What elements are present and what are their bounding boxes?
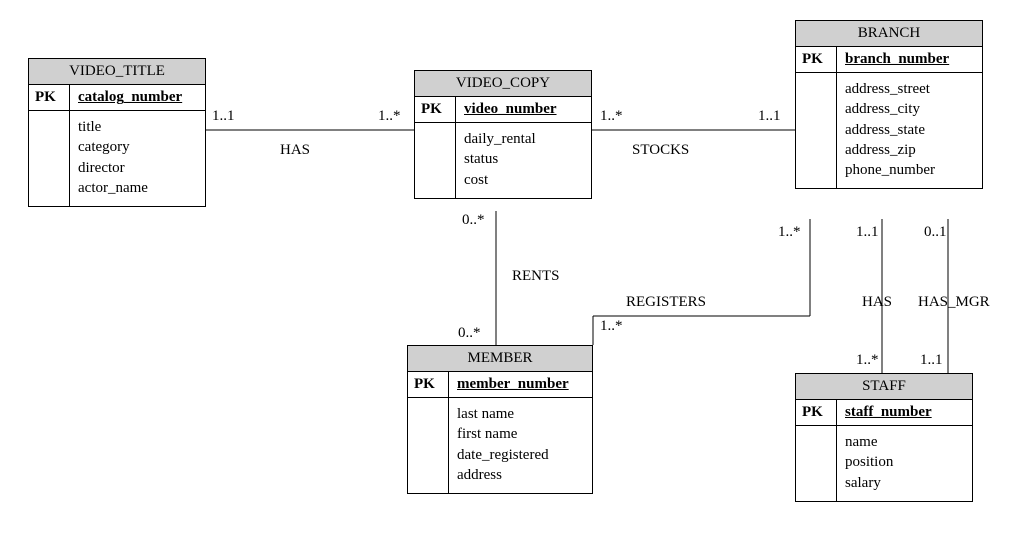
attrs: daily_rental status cost	[456, 123, 591, 198]
rel-stocks-card-right: 1..1	[758, 108, 781, 125]
rel-registers-card-branch: 1..*	[778, 224, 801, 241]
entity-video-copy: VIDEO_COPY PK video_number daily_rental …	[414, 70, 592, 199]
pk-label: PK	[796, 400, 837, 425]
entity-title: VIDEO_COPY	[415, 71, 591, 97]
rel-registers-card-member: 1..*	[600, 318, 623, 335]
rel-has-mgr-label: HAS_MGR	[918, 294, 990, 311]
rel-has-staff-card-staff: 1..*	[856, 352, 879, 369]
rel-has-mgr-card-branch: 0..1	[924, 224, 947, 241]
entity-title: VIDEO_TITLE	[29, 59, 205, 85]
rel-has-staff-label: HAS	[862, 294, 892, 311]
pk-label: PK	[796, 47, 837, 72]
entity-title: MEMBER	[408, 346, 592, 372]
pk-label: PK	[415, 97, 456, 122]
attrs: address_street address_city address_stat…	[837, 73, 982, 188]
pk-name: member_number	[449, 372, 592, 397]
attrs: last name first name date_registered add…	[449, 398, 592, 493]
entity-title: BRANCH	[796, 21, 982, 47]
entity-video-title: VIDEO_TITLE PK catalog_number title cate…	[28, 58, 206, 207]
entity-branch: BRANCH PK branch_number address_street a…	[795, 20, 983, 189]
rel-has-card-left: 1..1	[212, 108, 235, 125]
rel-registers-label: REGISTERS	[626, 294, 706, 311]
pk-label: PK	[408, 372, 449, 397]
rel-has-mgr-card-staff: 1..1	[920, 352, 943, 369]
pk-name: staff_number	[837, 400, 972, 425]
pk-name: catalog_number	[70, 85, 205, 110]
rel-stocks-label: STOCKS	[632, 142, 689, 159]
rel-rents-label: RENTS	[512, 268, 560, 285]
entity-member: MEMBER PK member_number last name first …	[407, 345, 593, 494]
pk-name: branch_number	[837, 47, 982, 72]
attrs: title category director actor_name	[70, 111, 205, 206]
rel-stocks-card-left: 1..*	[600, 108, 623, 125]
entity-title: STAFF	[796, 374, 972, 400]
pk-name: video_number	[456, 97, 591, 122]
rel-rents-card-top: 0..*	[462, 212, 485, 229]
rel-has-label: HAS	[280, 142, 310, 159]
attrs: name position salary	[837, 426, 972, 501]
rel-rents-card-bottom: 0..*	[458, 325, 481, 342]
entity-staff: STAFF PK staff_number name position sala…	[795, 373, 973, 502]
pk-label: PK	[29, 85, 70, 110]
rel-has-staff-card-branch: 1..1	[856, 224, 879, 241]
rel-has-card-right: 1..*	[378, 108, 401, 125]
